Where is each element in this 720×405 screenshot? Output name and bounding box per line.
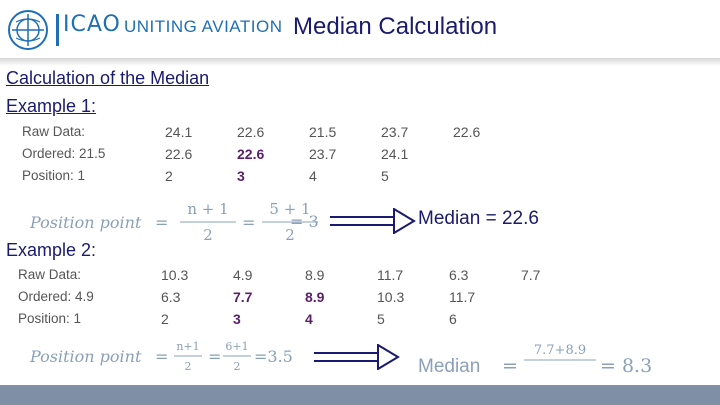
brand-name: ICAO xyxy=(63,12,121,37)
example1-raw-value: 21.5 xyxy=(309,124,337,140)
median-eq: = xyxy=(502,355,518,377)
example1-position-first: 1 xyxy=(77,168,86,183)
example1-position-value: 4 xyxy=(309,168,317,184)
formula-result: = 3 xyxy=(290,212,319,231)
formula-lhs: Position point xyxy=(30,213,142,232)
example2-raw-value: 6.3 xyxy=(449,267,469,283)
example1-position-median: 3 xyxy=(237,168,245,184)
example2-raw-value: 4.9 xyxy=(233,267,253,283)
example1-position-value: 2 xyxy=(165,168,173,184)
example2-median-formula: Median = 7.7+8.9 = 8.3 xyxy=(418,343,652,377)
formula-eq: = xyxy=(155,347,168,366)
example1-raw-value: 22.6 xyxy=(237,124,265,140)
example1-position-label: Position: 1 xyxy=(22,168,86,183)
formula-num2: 5 + 1 xyxy=(269,200,310,218)
example2-ordered-median-high: 8.9 xyxy=(305,289,325,305)
example2-position-formula: Position point = n+1 2 = 6+1 2 =3.5 xyxy=(30,340,293,373)
brand-tagline: UNITING AVIATION xyxy=(124,17,283,36)
formula-num2: 6+1 xyxy=(225,340,248,353)
example2-ordered-value: 6.3 xyxy=(161,289,181,305)
example2-raw-value: 8.9 xyxy=(305,267,325,283)
arrow-right-icon xyxy=(330,208,416,234)
example2-position-value: 5 xyxy=(377,311,385,327)
example1-raw-value: 23.7 xyxy=(381,124,409,140)
example2-ordered-value: 10.3 xyxy=(377,289,405,305)
example1-ordered-label: Ordered: 21.5 xyxy=(22,146,106,161)
formula-num1: n + 1 xyxy=(187,200,228,218)
median-lhs: Median xyxy=(418,356,480,377)
example2-title: Example 2: xyxy=(6,240,97,260)
formula-num1: n+1 xyxy=(176,340,199,353)
formula-eq: = xyxy=(208,347,221,366)
example2-position-median-high: 4 xyxy=(305,311,313,327)
formula-result: =3.5 xyxy=(254,347,293,366)
example2-position-first: 1 xyxy=(73,311,82,326)
formula-den1: 2 xyxy=(203,226,213,244)
page-title: Median Calculation xyxy=(293,13,498,40)
example2-raw-value: 10.3 xyxy=(161,267,189,283)
example2-position-label: Position: 1 xyxy=(18,311,82,326)
example2-raw-value: 7.7 xyxy=(521,267,541,283)
example1-ordered-value: 22.6 xyxy=(165,146,193,162)
example1-raw-label: Raw Data: xyxy=(22,124,86,139)
example2-raw-value: 11.7 xyxy=(377,267,404,283)
example1-position-value: 5 xyxy=(381,168,389,184)
slide-header: ICAO UNITING AVIATION Median Calculation xyxy=(0,0,720,60)
example1-median-result: Median = 22.6 xyxy=(418,208,539,229)
icao-emblem-icon xyxy=(8,10,48,50)
logo-separator xyxy=(56,14,59,46)
formula-eq: = xyxy=(242,213,255,232)
example2-ordered-label: Ordered: 4.9 xyxy=(18,289,94,304)
example1-ordered-value: 23.7 xyxy=(309,146,337,162)
example1-ordered-first: 21.5 xyxy=(79,146,106,161)
example1-title: Example 1: xyxy=(6,96,97,116)
example2-raw-label: Raw Data: xyxy=(18,267,82,282)
slide-footer-bar xyxy=(0,385,720,405)
formula-den2: 2 xyxy=(285,226,295,244)
arrow-right-icon xyxy=(314,344,400,370)
section-title: Calculation of the Median xyxy=(6,68,210,88)
example2-position-median-low: 3 xyxy=(233,311,241,327)
example1-position-formula: Position point = n + 1 2 = 5 + 1 2 xyxy=(30,200,318,244)
example2-position-value: 6 xyxy=(449,311,457,327)
median-num: 7.7+8.9 xyxy=(534,343,586,358)
header-divider xyxy=(0,58,720,66)
formula-lhs: Position point xyxy=(30,347,142,366)
example2-ordered-median-low: 7.7 xyxy=(233,289,253,305)
example2-ordered-value: 11.7 xyxy=(449,289,476,305)
example1-ordered-median: 22.6 xyxy=(237,146,265,162)
example1-raw-value: 24.1 xyxy=(165,124,193,140)
formula-eq: = xyxy=(155,213,168,232)
formula-den2: 2 xyxy=(234,360,241,373)
example1-ordered-value: 24.1 xyxy=(381,146,409,162)
example2-ordered-first: 4.9 xyxy=(75,289,94,304)
example2-position-value: 2 xyxy=(161,311,169,327)
median-result: = 8.3 xyxy=(600,355,652,377)
example1-raw-value: 22.6 xyxy=(453,124,481,140)
formula-den1: 2 xyxy=(185,360,192,373)
